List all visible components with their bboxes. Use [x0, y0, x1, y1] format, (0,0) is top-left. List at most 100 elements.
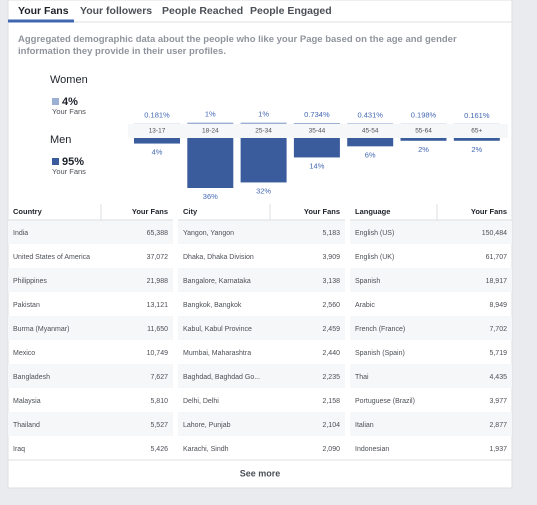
value-label: 4% — [152, 148, 163, 157]
cell: 61,707 — [486, 254, 508, 261]
cell: 2,090 — [322, 446, 340, 453]
value-label: 32% — [256, 186, 271, 195]
cell: Kabul, Kabul Province — [183, 326, 252, 333]
cell: Dhaka, Dhaka Division — [183, 254, 254, 261]
cell: Mumbai, Maharashtra — [183, 350, 251, 357]
cell: Burma (Myanmar) — [13, 326, 69, 333]
cell: 21,988 — [147, 278, 169, 285]
cell: English (US) — [355, 230, 394, 237]
table-header: City — [183, 207, 198, 216]
cell: Thai — [355, 374, 369, 381]
cell: Yangon, Yangon — [183, 230, 234, 237]
bar — [347, 138, 393, 146]
cell: 2,560 — [322, 302, 340, 309]
cell: 150,484 — [482, 230, 507, 237]
table-header: Country — [13, 207, 43, 216]
cell: Italian — [355, 422, 374, 429]
cell: 13,121 — [147, 302, 169, 309]
value-label: 0.181% — [144, 111, 170, 120]
row-stripe — [350, 412, 512, 436]
cell: United States of America — [13, 254, 90, 261]
cell: 1,937 — [489, 446, 507, 453]
bar — [294, 123, 340, 124]
cell: 3,909 — [322, 254, 340, 261]
table-header: Your Fans — [132, 207, 168, 216]
cell: 2,235 — [322, 374, 340, 381]
cell: Lahore, Punjab — [183, 422, 231, 429]
cell: 2,104 — [322, 422, 340, 429]
cell: Spanish (Spain) — [355, 350, 405, 357]
bar — [187, 138, 233, 188]
cell: 10,749 — [147, 350, 169, 357]
cell: 37,072 — [147, 254, 169, 261]
legend-swatch — [52, 158, 59, 165]
cell: Malaysia — [13, 398, 41, 405]
value-label: 14% — [309, 161, 324, 170]
cell: Arabic — [355, 302, 375, 309]
value-label: 1% — [258, 110, 269, 119]
value-label: 2% — [471, 145, 482, 154]
bar — [401, 138, 447, 141]
cell: Thailand — [13, 422, 40, 429]
value-label: 6% — [365, 150, 376, 159]
gender-sub: Your Fans — [52, 167, 86, 176]
bar — [347, 123, 393, 124]
value-label: 0.431% — [357, 110, 383, 119]
age-label: 25-34 — [255, 128, 272, 135]
gender-label: Men — [50, 134, 71, 146]
cell: 5,719 — [489, 350, 507, 357]
age-label: 55-64 — [415, 128, 432, 135]
age-label: 35-44 — [309, 128, 326, 135]
bar — [187, 123, 233, 124]
cell: 3,138 — [322, 278, 340, 285]
table-header: Your Fans — [304, 207, 340, 216]
value-label: 1% — [205, 110, 216, 119]
cell: 11,650 — [147, 326, 168, 333]
cell: 18,917 — [486, 278, 508, 285]
tab[interactable]: Your Fans — [18, 5, 69, 17]
cell: Pakistan — [13, 302, 40, 309]
cell: Portuguese (Brazil) — [355, 398, 415, 405]
tab[interactable]: People Reached — [162, 5, 243, 17]
cell: Philippines — [13, 278, 47, 285]
cell: 7,702 — [489, 326, 507, 333]
cell: Karachi, Sindh — [183, 446, 229, 453]
cell: 65,388 — [147, 230, 169, 237]
bar — [241, 123, 287, 124]
tab[interactable]: Your followers — [80, 5, 152, 17]
table-header: Your Fans — [471, 207, 507, 216]
cell: 5,810 — [150, 398, 168, 405]
row-stripe — [350, 364, 512, 388]
bar — [241, 138, 287, 182]
cell: 2,877 — [489, 422, 507, 429]
cell: Delhi, Delhi — [183, 398, 219, 405]
value-label: 36% — [203, 192, 218, 201]
cell: Iraq — [13, 446, 25, 453]
value-label: 0.198% — [411, 111, 437, 120]
cell: 2,440 — [322, 350, 340, 357]
value-label: 0.734% — [304, 110, 330, 119]
cell: 2,459 — [322, 326, 340, 333]
cell: Bangalore, Karnataka — [183, 278, 251, 285]
tab[interactable]: People Engaged — [250, 5, 332, 17]
legend-swatch — [52, 98, 59, 105]
value-label: 2% — [418, 145, 429, 154]
bar — [454, 138, 500, 141]
cell: Mexico — [13, 350, 35, 357]
cell: 2,158 — [322, 398, 340, 405]
cell: 7,627 — [150, 374, 168, 381]
cell: 3,977 — [489, 398, 507, 405]
table-header: Language — [355, 207, 390, 216]
cell: Bangladesh — [13, 374, 50, 381]
value-label: 0.161% — [464, 111, 490, 120]
age-label: 13-17 — [149, 128, 166, 135]
age-label: 18-24 — [202, 128, 219, 135]
cell: Spanish — [355, 278, 380, 285]
age-label: 45-54 — [362, 128, 379, 135]
cell: French (France) — [355, 326, 405, 333]
cell: 5,426 — [150, 446, 168, 453]
see-more[interactable]: See more — [240, 468, 281, 478]
bar — [134, 138, 180, 144]
